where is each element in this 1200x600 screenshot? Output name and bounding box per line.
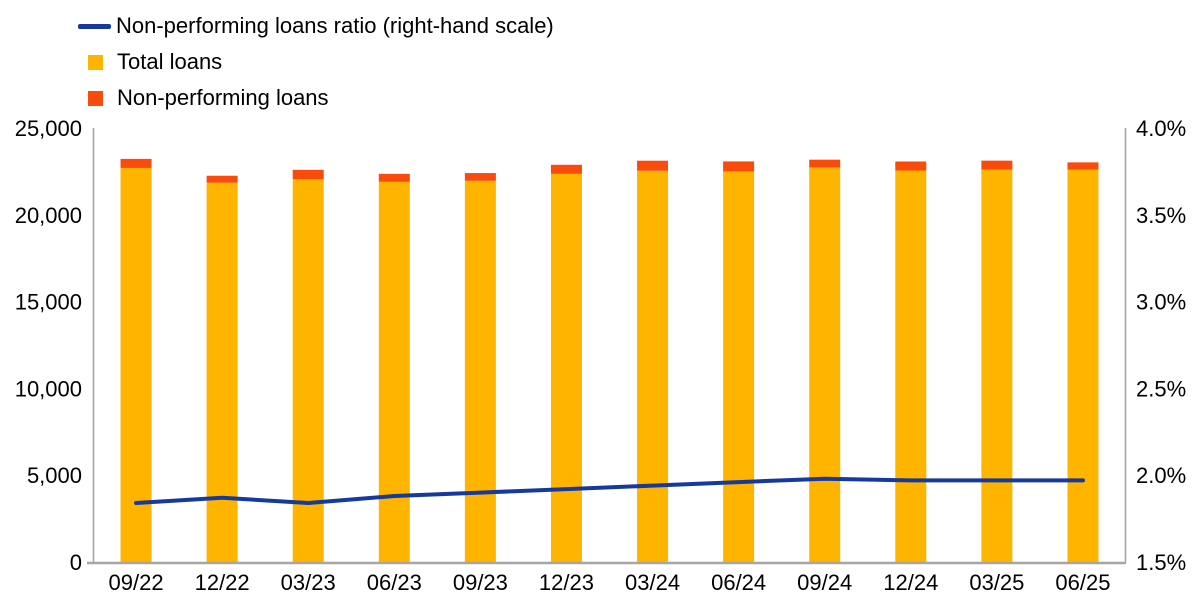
bar-non-performing-loans [464, 173, 496, 181]
x-axis-label: 09/22 [109, 570, 164, 595]
bar-total-loans [637, 170, 669, 562]
legend-item-label: Non-performing loans [117, 85, 329, 110]
bar-non-performing-loans [120, 158, 152, 168]
x-axis-label: 06/25 [1055, 570, 1110, 595]
bar-non-performing-loans [1067, 162, 1099, 170]
legend-item-label: Non-performing loans ratio (right-hand s… [116, 13, 554, 38]
square-swatch-icon [88, 90, 103, 106]
npl-ratio-line [134, 476, 1085, 505]
bar-total-loans [464, 180, 496, 562]
bar-non-performing-loans [378, 173, 410, 182]
bar-non-performing-loans [637, 160, 669, 171]
bar-non-performing-loans [723, 161, 755, 172]
right-axis-tick-label: 4.0% [1136, 116, 1186, 141]
bar-total-loans [206, 182, 238, 562]
bar-non-performing-loans [292, 169, 324, 180]
x-axis-label: 03/25 [969, 570, 1024, 595]
x-axis-label: 12/22 [195, 570, 250, 595]
x-axis-label: 12/24 [883, 570, 938, 595]
left-axis-tick-label: 5,000 [27, 463, 82, 488]
x-axis-label: 09/23 [453, 570, 508, 595]
bar-total-loans [378, 181, 410, 563]
bar-total-loans [895, 170, 927, 563]
left-axis-tick-label: 20,000 [15, 203, 82, 228]
left-axis-tick-label: 25,000 [15, 116, 82, 141]
right-axis-tick-label: 3.5% [1136, 203, 1186, 228]
right-axis-tick-label: 2.0% [1136, 463, 1186, 488]
bar-total-loans [1067, 169, 1099, 562]
x-axis-label: 12/23 [539, 570, 594, 595]
legend-item-label: Total loans [117, 49, 223, 74]
x-axis-label: 03/24 [625, 570, 680, 595]
line-swatch-icon [78, 23, 111, 29]
legend-item-ratio: Non-performing loans ratio (right-hand s… [78, 8, 554, 44]
right-axis-tick-label: 3.0% [1136, 290, 1186, 315]
right-axis-tick-label: 2.5% [1136, 376, 1186, 401]
x-axis-label: 06/24 [711, 570, 766, 595]
bar-total-loans [981, 169, 1013, 562]
left-axis-tick-label: 0 [70, 550, 82, 575]
bar-non-performing-loans [809, 159, 841, 168]
chart-legend: Non-performing loans ratio (right-hand s… [78, 8, 554, 116]
right-axis-tick-label: 1.5% [1136, 550, 1186, 575]
legend-item-non-performing-loans: Non-performing loans [78, 80, 554, 116]
left-axis-tick-label: 15,000 [15, 290, 82, 315]
bar-non-performing-loans [981, 160, 1013, 170]
bar-non-performing-loans [206, 175, 238, 183]
x-axis-label: 06/23 [367, 570, 422, 595]
bar-total-loans [120, 167, 152, 563]
bar-total-loans [723, 171, 755, 562]
bar-total-loans [292, 179, 324, 562]
bar-total-loans [550, 173, 582, 563]
bar-non-performing-loans [895, 161, 927, 171]
legend-item-total-loans: Total loans [78, 44, 554, 80]
x-axis-label: 03/23 [281, 570, 336, 595]
bar-non-performing-loans [550, 164, 582, 174]
left-axis-tick-label: 10,000 [15, 376, 82, 401]
x-axis-label: 09/24 [797, 570, 852, 595]
bar-total-loans [809, 167, 841, 562]
square-swatch-icon [88, 54, 103, 70]
